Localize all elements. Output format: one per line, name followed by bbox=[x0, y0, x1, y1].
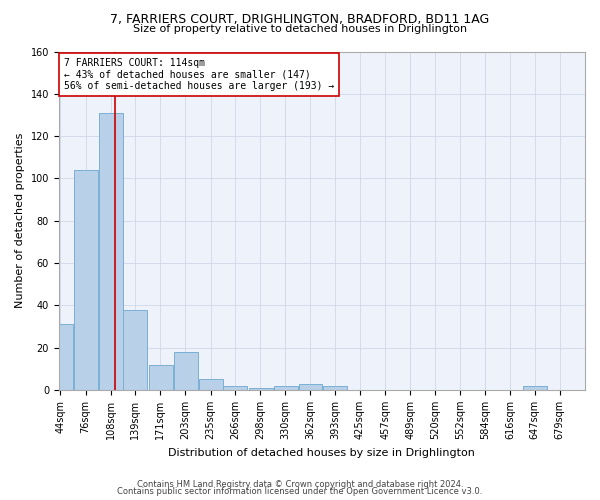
Bar bbox=[124, 310, 148, 390]
Text: Contains public sector information licensed under the Open Government Licence v3: Contains public sector information licen… bbox=[118, 487, 482, 496]
X-axis label: Distribution of detached houses by size in Drighlington: Distribution of detached houses by size … bbox=[169, 448, 475, 458]
Bar bbox=[299, 384, 322, 390]
Bar bbox=[523, 386, 547, 390]
Y-axis label: Number of detached properties: Number of detached properties bbox=[15, 133, 25, 308]
Bar bbox=[174, 352, 198, 390]
Bar bbox=[274, 386, 298, 390]
Text: 7 FARRIERS COURT: 114sqm
← 43% of detached houses are smaller (147)
56% of semi-: 7 FARRIERS COURT: 114sqm ← 43% of detach… bbox=[64, 58, 334, 92]
Bar bbox=[223, 386, 247, 390]
Bar bbox=[199, 380, 223, 390]
Text: 7, FARRIERS COURT, DRIGHLINGTON, BRADFORD, BD11 1AG: 7, FARRIERS COURT, DRIGHLINGTON, BRADFOR… bbox=[110, 12, 490, 26]
Bar bbox=[100, 113, 122, 390]
Bar bbox=[74, 170, 98, 390]
Bar bbox=[323, 386, 347, 390]
Bar bbox=[248, 388, 272, 390]
Bar bbox=[49, 324, 73, 390]
Text: Size of property relative to detached houses in Drighlington: Size of property relative to detached ho… bbox=[133, 24, 467, 34]
Bar bbox=[149, 364, 173, 390]
Text: Contains HM Land Registry data © Crown copyright and database right 2024.: Contains HM Land Registry data © Crown c… bbox=[137, 480, 463, 489]
